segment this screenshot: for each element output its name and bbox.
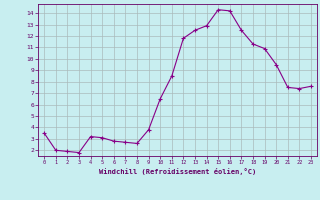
X-axis label: Windchill (Refroidissement éolien,°C): Windchill (Refroidissement éolien,°C) [99, 168, 256, 175]
